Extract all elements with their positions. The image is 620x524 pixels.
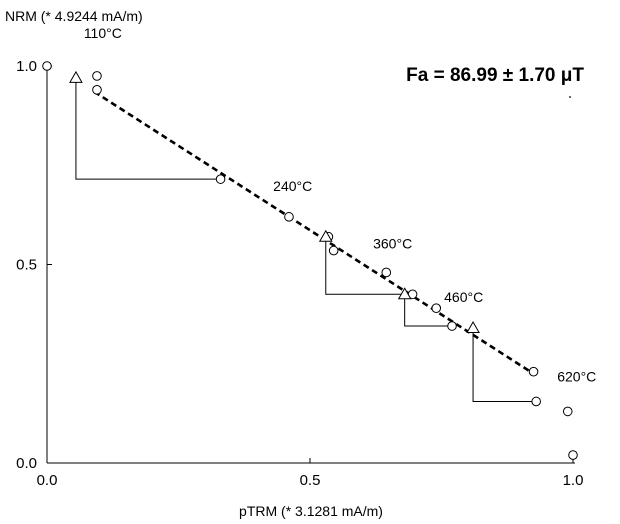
data-points (42, 61, 578, 460)
axes: 0.0 0.5 1.0 0.0 0.5 1.0 (16, 58, 583, 489)
paleointensity-result: Fa = 86.99 ± 1.70 μT (406, 65, 584, 86)
temperature-label: 360°C (373, 236, 412, 252)
ptrm-check-point (69, 70, 83, 83)
nrm-ptrm-point (215, 174, 226, 184)
y-tick-label: 1.0 (16, 58, 37, 75)
temperature-labels: 110°C 240°C 360°C 460°C 620°C (84, 25, 596, 384)
nrm-ptrm-point (531, 396, 541, 407)
ptrm-check-steps (75, 77, 537, 402)
y-tick-label: 0.0 (16, 455, 37, 472)
x-tick-label: 0.0 (37, 472, 58, 489)
ptrm-check-step (75, 77, 221, 180)
best-fit-line (93, 90, 535, 375)
nrm-ptrm-point (562, 406, 573, 417)
temperature-label: 460°C (444, 289, 483, 305)
nrm-ptrm-point (328, 245, 339, 256)
nrm-ptrm-point (42, 61, 52, 71)
fit-line (93, 90, 535, 375)
ptrm-check-step (472, 328, 537, 402)
nrm-ptrm-point (284, 212, 294, 222)
nrm-ptrm-point (568, 450, 578, 460)
nrm-ptrm-point (92, 71, 102, 81)
stray-dot (569, 96, 571, 98)
temperature-label: 620°C (557, 369, 596, 385)
x-tick-label: 0.5 (300, 472, 321, 489)
x-tick-label: 1.0 (563, 472, 584, 489)
ptrm-check-point (397, 287, 412, 300)
nrm-ptrm-point (447, 321, 457, 331)
ptrm-check-step (325, 236, 413, 295)
nrm-ptrm-point (92, 85, 102, 95)
y-axis-title: NRM (* 4.9244 mA/m) (5, 8, 143, 24)
nrm-ptrm-point (431, 303, 442, 313)
ptrm-check-point (466, 321, 480, 334)
x-axis-title: pTRM (* 3.1281 mA/m) (239, 503, 383, 519)
ptrm-check-point (318, 229, 333, 242)
temperature-label: 240°C (273, 178, 312, 194)
nrm-ptrm-point (381, 267, 392, 278)
nrm-ptrm-point (528, 366, 539, 377)
temperature-label: 110°C (84, 25, 122, 41)
y-tick-label: 0.5 (16, 257, 37, 274)
ptrm-check-step (404, 294, 453, 327)
